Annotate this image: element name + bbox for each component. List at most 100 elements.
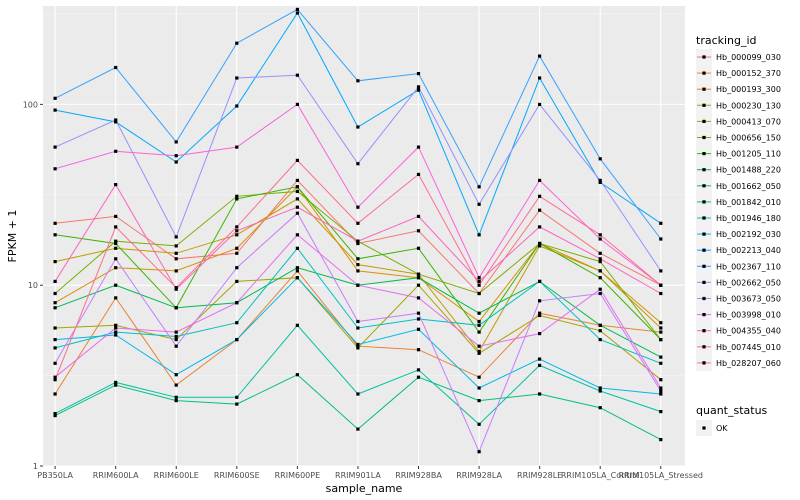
data-point <box>356 241 360 246</box>
data-point <box>538 332 542 336</box>
data-point <box>659 326 663 330</box>
data-point <box>477 291 481 296</box>
data-point <box>114 283 118 287</box>
points-layer <box>53 7 663 454</box>
data-point <box>477 375 481 379</box>
data-point <box>114 380 118 384</box>
data-point <box>295 158 299 162</box>
data-point <box>477 323 481 327</box>
data-point <box>53 414 57 418</box>
data-point <box>174 244 178 248</box>
data-point <box>659 378 663 382</box>
data-point <box>53 361 57 365</box>
data-point <box>659 283 663 287</box>
data-point <box>538 178 542 182</box>
data-point <box>295 323 299 327</box>
data-point <box>416 348 421 352</box>
data-point <box>235 145 239 149</box>
data-point <box>538 208 542 212</box>
data-point <box>235 301 239 305</box>
shape-legend-label: OK <box>716 424 728 433</box>
data-point <box>174 344 178 348</box>
data-point <box>174 330 178 334</box>
data-point <box>295 269 299 273</box>
data-point <box>416 229 421 233</box>
data-point <box>235 229 239 233</box>
data-point <box>538 241 542 246</box>
data-point <box>538 279 542 283</box>
x-axis-title: sample_name <box>326 482 403 495</box>
data-point <box>356 205 360 209</box>
data-point <box>174 160 178 164</box>
data-point <box>53 108 57 112</box>
data-point <box>538 54 542 58</box>
data-point <box>538 194 542 198</box>
legend-label: Hb_001946_180 <box>716 214 781 223</box>
data-point <box>356 162 360 166</box>
data-point <box>53 378 57 382</box>
data-point <box>174 140 178 144</box>
legend-label: Hb_004355_040 <box>716 327 781 336</box>
data-point <box>235 321 239 325</box>
data-point <box>53 167 57 171</box>
data-point <box>53 326 57 330</box>
data-point <box>538 299 542 303</box>
data-point <box>598 406 602 410</box>
legend-label: Hb_003998_010 <box>716 311 781 320</box>
data-point <box>477 311 481 315</box>
data-point <box>356 427 360 431</box>
data-point <box>114 214 118 218</box>
data-point <box>356 221 360 225</box>
legend-label: Hb_007445_010 <box>716 343 781 352</box>
legend-key-point <box>702 184 706 188</box>
legend-key-point <box>702 119 706 123</box>
data-point <box>235 266 239 270</box>
data-point <box>295 246 299 250</box>
data-point <box>174 399 178 403</box>
data-point <box>538 363 542 367</box>
data-point <box>295 205 299 209</box>
data-point <box>416 246 421 250</box>
data-point <box>114 257 118 261</box>
data-point <box>174 395 178 399</box>
data-point <box>477 319 481 324</box>
x-tick-label: RRIM600LA <box>93 471 139 480</box>
x-tick-label: RRIM600PE <box>275 471 321 480</box>
data-point <box>477 386 481 390</box>
data-point <box>598 287 602 291</box>
legend-label: Hb_000193_300 <box>716 85 781 94</box>
legend-label: Hb_001662_050 <box>716 182 781 191</box>
data-point <box>356 263 360 267</box>
legend-key-point <box>702 200 706 204</box>
data-point <box>53 233 57 237</box>
y-tick-label: 10 <box>28 281 38 290</box>
data-point <box>235 402 239 406</box>
data-point <box>114 239 118 243</box>
data-point <box>538 102 542 106</box>
legend-label: Hb_001205_110 <box>716 150 781 159</box>
data-point <box>114 330 118 334</box>
data-point <box>174 383 178 387</box>
data-point <box>114 149 118 153</box>
data-point <box>53 260 57 264</box>
data-point <box>356 319 360 324</box>
legend-key-point <box>702 313 706 317</box>
data-point <box>477 185 481 189</box>
legend-label: Hb_002662_050 <box>716 278 781 287</box>
data-point <box>295 211 299 215</box>
data-point <box>416 283 421 287</box>
data-point <box>295 178 299 182</box>
data-point <box>53 306 57 310</box>
legend-label: Hb_000230_130 <box>716 101 781 110</box>
data-point <box>295 266 299 270</box>
x-axis: PB350LA RRIM600LA RRIM600LE RRIM600SE RRIM60… <box>37 466 703 480</box>
data-point <box>598 233 602 237</box>
data-point <box>659 330 663 334</box>
legend-key-point <box>702 135 706 140</box>
x-tick-label: RRIM901LA <box>335 471 381 480</box>
data-point <box>235 41 239 45</box>
data-point <box>356 257 360 261</box>
data-point <box>598 260 602 264</box>
data-point <box>174 338 178 342</box>
data-point <box>477 202 481 206</box>
